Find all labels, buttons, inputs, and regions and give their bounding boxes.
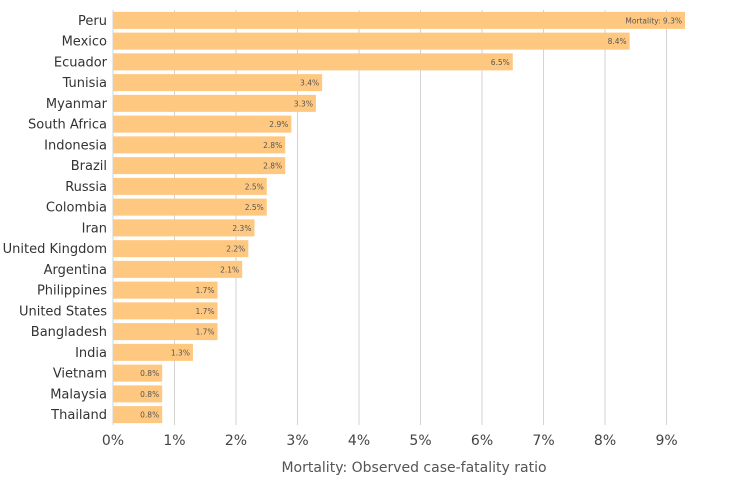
category-label: Iran <box>82 221 107 236</box>
x-tick-label: 8% <box>594 433 616 449</box>
data-label: 0.8% <box>140 411 159 420</box>
category-label: India <box>75 346 107 361</box>
bar-united-kingdom[interactable] <box>113 240 249 258</box>
x-tick-label: 2% <box>225 433 247 449</box>
bar-iran[interactable] <box>113 219 255 237</box>
bar-south-africa[interactable] <box>113 115 292 133</box>
x-tick-label: 9% <box>655 433 677 449</box>
category-label: Tunisia <box>62 76 107 91</box>
category-label: Argentina <box>44 263 107 278</box>
x-tick-label: 7% <box>532 433 554 449</box>
data-label: 2.2% <box>226 245 245 254</box>
category-labels: Peru Mexico Ecuador Tunisia Myanmar South Afr… <box>3 14 108 423</box>
x-tick-label: 1% <box>163 433 185 449</box>
category-label: Colombia <box>46 201 107 216</box>
category-label: United Kingdom <box>3 242 107 257</box>
x-tick-label: 4% <box>348 433 370 449</box>
x-tick-label: 3% <box>286 433 308 449</box>
data-label: 2.5% <box>245 203 264 212</box>
bar-malaysia[interactable] <box>113 385 163 403</box>
gridlines <box>112 10 668 425</box>
bars-group <box>113 11 685 424</box>
category-label: Myanmar <box>46 97 108 112</box>
data-label: Mortality: 9.3% <box>625 16 682 25</box>
data-label: 1.7% <box>195 307 214 316</box>
x-tick-label: 0% <box>102 433 124 449</box>
category-label: United States <box>19 304 107 319</box>
data-label: 2.3% <box>232 224 251 233</box>
category-label: Vietnam <box>53 367 107 382</box>
data-label: 2.1% <box>220 265 239 274</box>
data-label: 0.8% <box>140 369 159 378</box>
x-axis-title: Mortality: Observed case-fatality ratio <box>281 460 546 476</box>
bar-myanmar[interactable] <box>113 94 316 112</box>
data-label: 8.4% <box>608 37 627 46</box>
bar-argentina[interactable] <box>113 260 243 278</box>
data-label: 3.3% <box>294 99 313 108</box>
x-tick-label: 6% <box>471 433 493 449</box>
x-tick-label: 5% <box>409 433 431 449</box>
bar-colombia[interactable] <box>113 198 267 216</box>
bar-mexico[interactable] <box>113 32 630 50</box>
category-label: Indonesia <box>44 138 107 153</box>
bar-bangladesh[interactable] <box>113 323 218 341</box>
data-label: 6.5% <box>491 58 510 67</box>
data-label: 3.4% <box>300 79 319 88</box>
bar-ecuador[interactable] <box>113 53 513 71</box>
data-label: 2.5% <box>245 182 264 191</box>
data-labels: Mortality: 9.3% 8.4% 6.5% 3.4% 3.3% 2.9% 2.8% 2… <box>140 16 682 419</box>
category-label: Mexico <box>62 35 107 50</box>
data-label: 2.9% <box>269 120 288 129</box>
bar-thailand[interactable] <box>113 406 163 424</box>
data-label: 1.3% <box>171 348 190 357</box>
category-label: Brazil <box>71 159 107 174</box>
bar-vietnam[interactable] <box>113 364 163 382</box>
category-label: Thailand <box>50 408 107 423</box>
bar-indonesia[interactable] <box>113 136 286 154</box>
bar-brazil[interactable] <box>113 157 286 175</box>
category-label: Russia <box>65 180 107 195</box>
bar-united-states[interactable] <box>113 302 218 320</box>
category-label: South Africa <box>28 118 107 133</box>
category-label: Bangladesh <box>31 325 107 340</box>
data-label: 1.7% <box>195 286 214 295</box>
data-label: 2.8% <box>263 162 282 171</box>
bar-tunisia[interactable] <box>113 74 323 92</box>
bar-peru[interactable] <box>113 11 685 29</box>
data-label: 2.8% <box>263 141 282 150</box>
bar-philippines[interactable] <box>113 281 218 299</box>
bar-russia[interactable] <box>113 177 267 195</box>
data-label: 1.7% <box>195 328 214 337</box>
category-label: Malaysia <box>50 387 107 402</box>
bar-india[interactable] <box>113 343 193 361</box>
category-label: Peru <box>78 14 107 29</box>
x-tick-labels: 0% 1% 2% 3% 4% 5% 6% 7% 8% 9% <box>102 433 678 449</box>
category-label: Philippines <box>37 284 107 299</box>
category-label: Ecuador <box>54 55 108 70</box>
data-label: 0.8% <box>140 390 159 399</box>
